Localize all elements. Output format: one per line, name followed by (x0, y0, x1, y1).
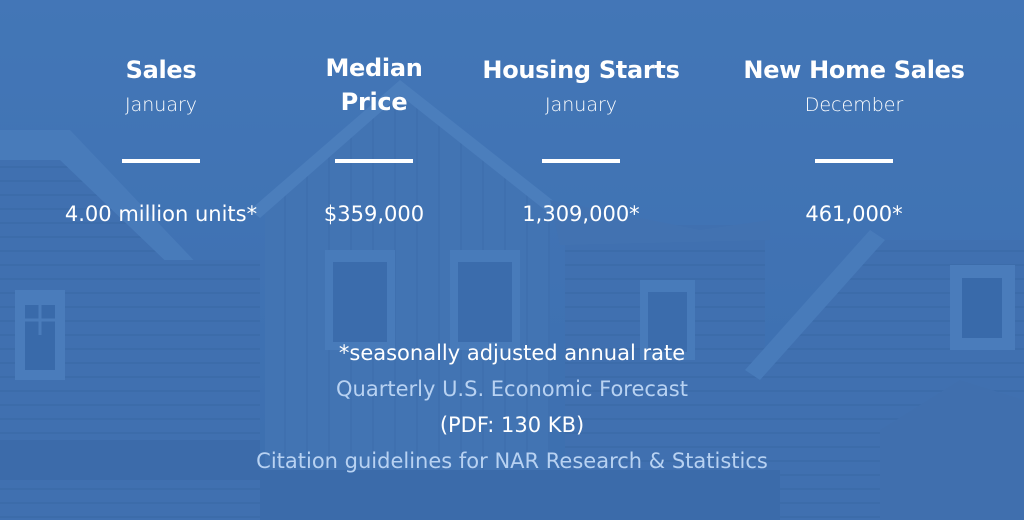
footer-notes: *seasonally adjusted annual rate Quarter… (0, 335, 1024, 479)
stat-value: 1,309,000* (522, 202, 640, 226)
stat-title: New Home Sales (743, 56, 965, 84)
stat-title: Housing Starts (482, 56, 680, 84)
stat-median-price: Median Price $359,000 (244, 51, 504, 226)
stat-title-line1: Median (325, 54, 423, 82)
forecast-link[interactable]: Quarterly U.S. Economic Forecast (336, 377, 688, 401)
stat-value: 4.00 million units* (64, 202, 258, 226)
stat-period: December (804, 94, 904, 116)
divider (815, 159, 893, 163)
stat-period: January (124, 94, 198, 116)
divider (542, 159, 620, 163)
divider (335, 159, 413, 163)
citation-link[interactable]: Citation guidelines for NAR Research & S… (256, 449, 768, 473)
stat-housing-starts: Housing Starts January 1,309,000* (451, 53, 711, 226)
stat-period: January (544, 94, 618, 116)
saar-note: *seasonally adjusted annual rate (338, 341, 686, 365)
stat-value: $359,000 (323, 202, 425, 226)
stat-value: 461,000* (805, 202, 903, 226)
stat-title: Sales (125, 56, 197, 84)
stat-title-line2: Price (340, 88, 408, 116)
file-info: (PDF: 130 KB) (439, 413, 585, 437)
stat-sales: Sales January 4.00 million units* (31, 53, 291, 226)
stat-new-home-sales: New Home Sales December 461,000* (724, 53, 984, 226)
divider (122, 159, 200, 163)
